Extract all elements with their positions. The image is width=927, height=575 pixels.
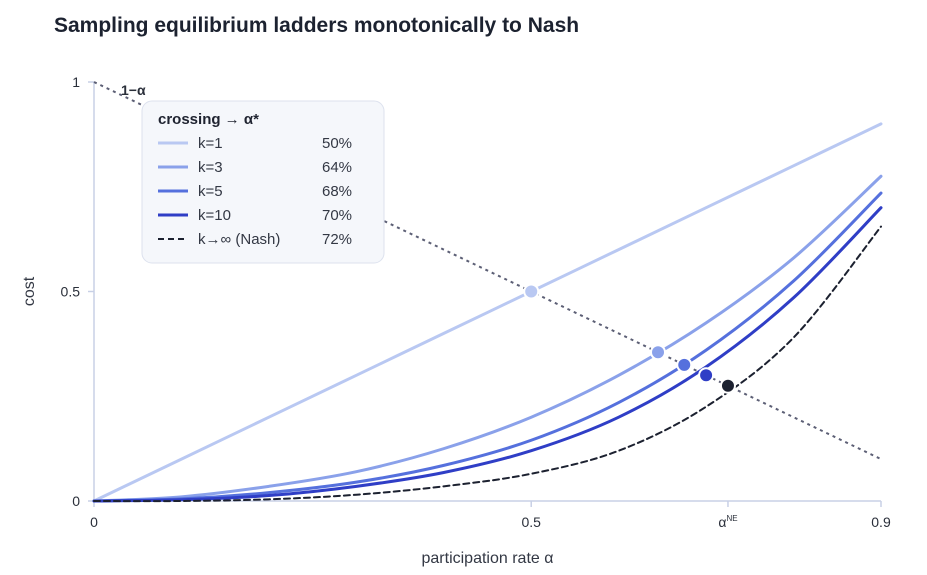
series-layer <box>92 122 883 503</box>
legend-label-1: k=3 <box>198 159 223 176</box>
x-tick-label: αNE <box>718 514 737 530</box>
y-tick-label: 0 <box>72 493 80 509</box>
series-line-1 <box>92 174 883 503</box>
y-tick-label: 1 <box>72 74 80 90</box>
x-tick-label: 0.9 <box>871 514 891 530</box>
legend-box <box>141 100 385 264</box>
crossing-point-0 <box>523 283 540 300</box>
crossing-point-3 <box>698 367 715 384</box>
legend-label-0: k=1 <box>198 135 223 152</box>
x-axis-title: participation rate α <box>422 550 554 567</box>
reference-line-label: 1−α <box>121 82 146 98</box>
series-line-2 <box>92 191 883 503</box>
series-line-0 <box>92 122 883 503</box>
legend-label-2: k=5 <box>198 183 223 200</box>
legend: crossing → α* k=1 50% k=3 64% k=5 68% k=10 70% k→… <box>141 100 385 264</box>
legend-label-3: k=10 <box>198 207 231 224</box>
reference-line-layer <box>93 81 882 461</box>
tick-labels-layer: 0 0.5 αNE 0.9 0 0.5 1 participation rate α cost 1… <box>21 74 891 567</box>
crossing-point-4 <box>719 377 736 394</box>
y-tick-label: 0.5 <box>61 284 81 300</box>
legend-value-2: 68% <box>322 183 352 200</box>
legend-value-1: 64% <box>322 159 352 176</box>
crossing-point-1 <box>650 344 667 361</box>
x-tick-label: 0 <box>90 514 98 530</box>
legend-value-4: 72% <box>322 231 352 248</box>
series-line-3 <box>92 206 883 503</box>
reference-line <box>93 81 882 461</box>
legend-value-0: 50% <box>322 135 352 152</box>
crossing-point-2 <box>676 356 693 373</box>
legend-title: crossing → α* <box>158 111 259 128</box>
chart-title: Sampling equilibrium ladders monotonical… <box>54 14 580 37</box>
legend-label-4: k→∞ (Nash) <box>198 231 280 248</box>
y-axis-title: cost <box>21 276 38 306</box>
series-line-4 <box>93 225 882 503</box>
legend-value-3: 70% <box>322 207 352 224</box>
x-tick-label: 0.5 <box>521 514 541 530</box>
crossing-points-layer <box>523 283 736 394</box>
